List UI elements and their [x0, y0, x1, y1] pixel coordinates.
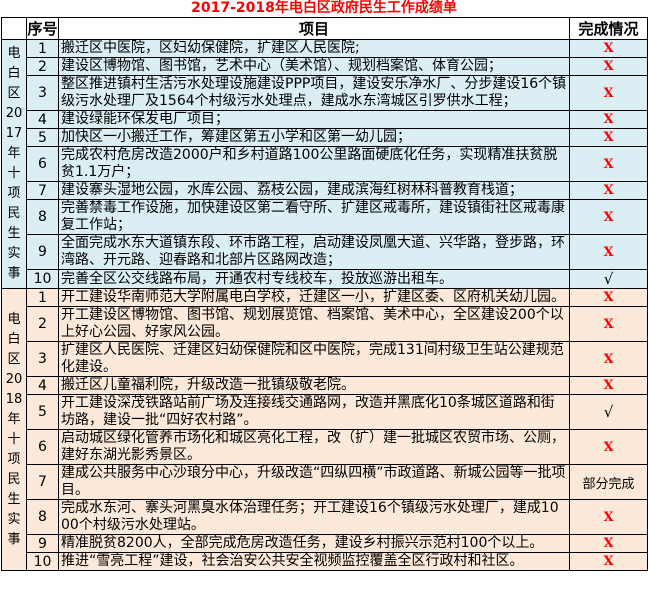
table-row: 3 整区推进镇村生活污水处理设施建设PPP项目，建设安乐净水厂、分步建设16个镇…: [2, 75, 648, 111]
status-cell: √: [569, 269, 648, 289]
status-cell: √: [569, 394, 648, 430]
row-number: 1: [26, 288, 59, 307]
table-row: 10 推进“雪亮工程”建设，社会治安公共安全视频监控覆盖全区行政村和社区。 X: [2, 552, 648, 571]
col-header-project: 项目: [58, 17, 570, 40]
project-text: 建设绿能环保发电厂项目；: [58, 110, 570, 129]
project-text: 整区推进镇村生活污水处理设施建设PPP项目，建设安乐净水厂、分步建设16个镇级污…: [58, 75, 570, 111]
page-title: 2017-2018年电白区政府民生工作成绩单: [191, 0, 457, 16]
project-text: 搬迁区中医院，区妇幼保健院，扩建区人民医院;: [58, 39, 570, 58]
table-row: 电 白 区 20 17 年 十 项 民 生 实 事 1 搬迁区中医院，区妇幼保健…: [1, 39, 648, 289]
status-cell: X: [569, 552, 648, 571]
project-text: 完成农村危房改造2000户和乡村道路100公里路面硬底化任务，实现精准扶贫脱贫1…: [58, 146, 570, 182]
project-text: 加快区一小搬迁工作，筹建区第五小学和区第一幼儿园；: [58, 128, 570, 147]
project-text: 完善全区公交线路布局，开通农村专线校车，投放巡游出租车。: [58, 269, 570, 289]
table-row: 2 建设区博物馆、图书馆，艺术中心（美术馆）、规划档案馆、体育公园； X: [2, 57, 648, 76]
row-number: 2: [26, 57, 59, 76]
table-row: 7 建成公共服务中心沙琅分中心，升级改造“四纵四横”市政道路、新城公园等一批项目…: [2, 464, 648, 500]
col-header-index: 序号: [26, 17, 59, 40]
corner-cell: [1, 17, 27, 40]
table-row: 4 搬迁区儿童福利院，升级改造一批镇级敬老院。 X: [2, 376, 648, 395]
table-row: 6 启动城区绿化管养市场化和城区亮化工程，改（扩）建一批城区农贸市场、公厕，建好…: [2, 429, 648, 465]
status-cell: X: [569, 75, 648, 111]
project-text: 精准脱贫8200人，全部完成危房改造任务，建设乡村振兴示范村100个以上。: [58, 534, 570, 553]
table-row: 8 完成水东河、寨头河黑臭水体治理任务；开工建设16个镇级污水处理厂，建成100…: [2, 499, 648, 535]
row-number: 8: [26, 499, 59, 535]
project-text: 开工建设区博物馆、图书馆、规划展览馆、档案馆、美术中心，全区建设200个以上好心…: [58, 306, 570, 342]
project-text: 建设区博物馆、图书馆，艺术中心（美术馆）、规划档案馆、体育公园；: [58, 57, 570, 76]
row-number: 6: [26, 146, 59, 182]
row-number: 1: [26, 39, 59, 58]
row-number: 4: [26, 110, 59, 129]
row-number: 5: [26, 128, 59, 147]
status-cell: X: [569, 57, 648, 76]
table-row: 2 开工建设区博物馆、图书馆、规划展览馆、档案馆、美术中心，全区建设200个以上…: [2, 306, 648, 342]
status-cell: X: [569, 146, 648, 182]
row-number: 8: [26, 199, 59, 235]
section-2018-label: 电 白 区 20 18 年 十 项 民 生 实 事: [1, 288, 27, 571]
table-row: 8 完善禁毒工作设施，加快建设区第二看守所、扩建区戒毒所，建设镇街社区戒毒康复工…: [2, 199, 648, 235]
status-cell: X: [569, 341, 648, 377]
project-text: 完成水东河、寨头河黑臭水体治理任务；开工建设16个镇级污水处理厂，建成1000个…: [58, 499, 570, 535]
project-text: 开工建设深茂铁路站前广场及连接线交通路网，改造并黑底化10条城区道路和街坊路，建…: [58, 394, 570, 430]
status-cell: X: [569, 429, 648, 465]
row-number: 3: [26, 75, 59, 111]
project-text: 开工建设华南师范大学附属电白学校，迁建区一小，扩建区委、区府机关幼儿园。: [58, 288, 570, 307]
table-row: 5 开工建设深茂铁路站前广场及连接线交通路网，改造并黑底化10条城区道路和街坊路…: [2, 394, 648, 430]
row-number: 9: [26, 534, 59, 553]
table-row: 6 完成农村危房改造2000户和乡村道路100公里路面硬底化任务，实现精准扶贫脱…: [2, 146, 648, 182]
status-cell: X: [569, 376, 648, 395]
table-row: 电 白 区 20 18 年 十 项 民 生 实 事 1 开工建设华南师范大学附属…: [1, 288, 648, 571]
status-cell: X: [569, 39, 648, 58]
status-cell: X: [569, 499, 648, 535]
row-number: 10: [26, 269, 59, 289]
project-text: 扩建区人民医院、迁建区妇幼保健院和区中医院，完成131间村级卫生站公建规范化建设…: [58, 341, 570, 377]
status-cell: 部分完成: [569, 464, 648, 500]
status-cell: X: [569, 110, 648, 129]
col-header-status: 完成情况: [569, 17, 648, 40]
row-number: 9: [26, 234, 59, 270]
status-cell: X: [569, 234, 648, 270]
table-row: 7 建设寨头湿地公园，水库公园、荔枝公园，建成滨海红树林科普教育栈道； X: [2, 181, 648, 200]
status-cell: X: [569, 534, 648, 553]
row-number: 5: [26, 394, 59, 430]
table-row: 9 全面完成水东大道镇东段、环市路工程，启动建设凤凰大道、兴华路，登步路，环湾路…: [2, 234, 648, 270]
header-row: 序号 项目 完成情况: [1, 17, 648, 40]
table-row: 4 建设绿能环保发电厂项目； X: [2, 110, 648, 129]
table-row: 10 完善全区公交线路布局，开通农村专线校车，投放巡游出租车。 √: [2, 269, 648, 289]
row-number: 4: [26, 376, 59, 395]
table-row: 9 精准脱贫8200人，全部完成危房改造任务，建设乡村振兴示范村100个以上。 …: [2, 534, 648, 553]
section-2017-label: 电 白 区 20 17 年 十 项 民 生 实 事: [1, 39, 27, 289]
project-text: 全面完成水东大道镇东段、环市路工程，启动建设凤凰大道、兴华路，登步路，环湾路、开…: [58, 234, 570, 270]
row-number: 3: [26, 341, 59, 377]
project-text: 建设寨头湿地公园，水库公园、荔枝公园，建成滨海红树林科普教育栈道；: [58, 181, 570, 200]
status-cell: X: [569, 128, 648, 147]
row-number: 7: [26, 181, 59, 200]
project-text: 完善禁毒工作设施，加快建设区第二看守所、扩建区戒毒所，建设镇街社区戒毒康复工作站…: [58, 199, 570, 235]
project-text: 启动城区绿化管养市场化和城区亮化工程，改（扩）建一批城区农贸市场、公厕，建好东湖…: [58, 429, 570, 465]
project-text: 搬迁区儿童福利院，升级改造一批镇级敬老院。: [58, 376, 570, 395]
row-number: 7: [26, 464, 59, 500]
report-table: 序号 项目 完成情况 电 白 区 20 17 年 十 项 民 生 实 事 1 搬…: [1, 17, 648, 571]
table-row: 5 加快区一小搬迁工作，筹建区第五小学和区第一幼儿园； X: [2, 128, 648, 147]
row-number: 2: [26, 306, 59, 342]
status-cell: X: [569, 306, 648, 342]
status-cell: X: [569, 199, 648, 235]
table-row: 3 扩建区人民医院、迁建区妇幼保健院和区中医院，完成131间村级卫生站公建规范化…: [2, 341, 648, 377]
status-cell: X: [569, 181, 648, 200]
project-text: 建成公共服务中心沙琅分中心，升级改造“四纵四横”市政道路、新城公园等一批项目。: [58, 464, 570, 500]
status-cell: X: [569, 288, 648, 307]
project-text: 推进“雪亮工程”建设，社会治安公共安全视频监控覆盖全区行政村和社区。: [58, 552, 570, 571]
row-number: 6: [26, 429, 59, 465]
row-number: 10: [26, 552, 59, 571]
